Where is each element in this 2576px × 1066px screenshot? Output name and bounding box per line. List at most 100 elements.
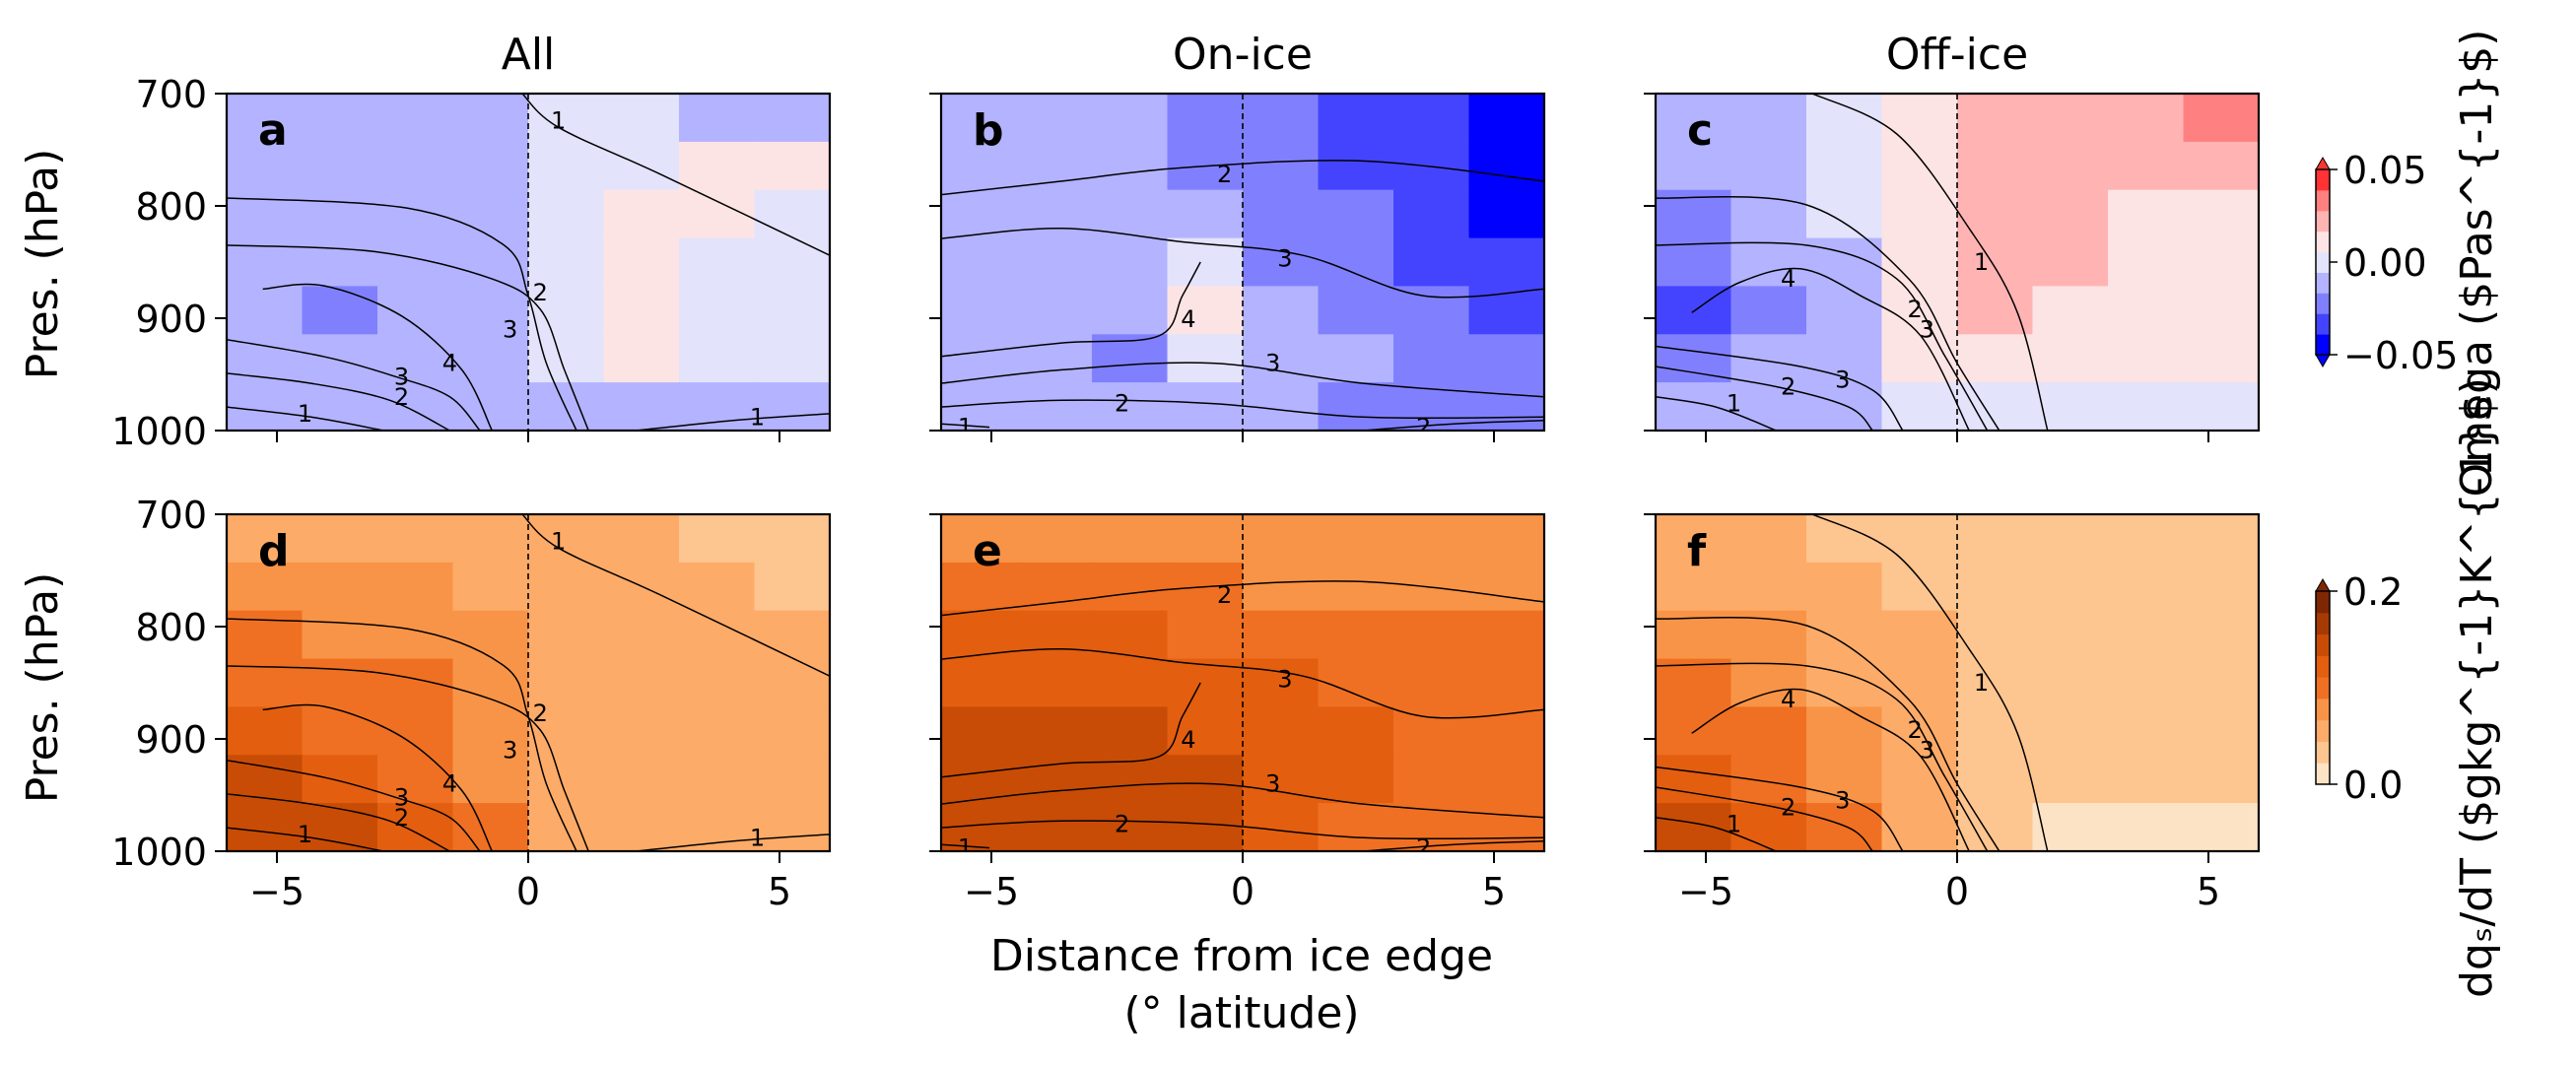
- panel-e: 2 3 4 3 2 2 1 e −5 0 5: [929, 512, 1546, 913]
- contour-line: [637, 833, 830, 851]
- heatmap-cell: [227, 803, 304, 851]
- colorbar-swatch: [2316, 763, 2330, 785]
- heatmap-cell: [603, 514, 680, 564]
- heatmap-cell: [679, 237, 756, 288]
- x-tick-label: 5: [768, 870, 791, 913]
- heatmap-cell: [2032, 141, 2109, 191]
- contour-line: [521, 514, 830, 677]
- heatmap-cell: [1730, 562, 1807, 612]
- heatmap-cell: [1806, 562, 1883, 612]
- heatmap-cell: [2183, 803, 2259, 851]
- heatmap-cell: [528, 94, 605, 143]
- contour-label: 3: [1265, 770, 1280, 798]
- contour-line: [262, 703, 493, 851]
- y-tick-label: 900: [135, 718, 207, 762]
- contour-line: [941, 682, 1201, 778]
- heatmap-cell: [603, 94, 680, 143]
- heatmap-cell: [1881, 610, 1958, 660]
- colorbar-swatch: [2316, 231, 2330, 253]
- heatmap-cell: [528, 514, 605, 564]
- contour-line: [227, 793, 450, 851]
- heatmap-cell: [302, 334, 378, 384]
- heatmap-cell: [1393, 237, 1470, 288]
- heatmap-cell: [1092, 382, 1169, 431]
- heatmap-cell: [1393, 334, 1470, 384]
- contour-line: [941, 261, 1201, 358]
- contour-line: [941, 580, 1544, 617]
- heatmap-cell: [679, 706, 756, 757]
- heatmap-cell: [1730, 334, 1807, 384]
- heatmap-cell: [452, 382, 529, 431]
- heatmap-cell: [528, 658, 605, 708]
- heatmap-cell: [1092, 803, 1169, 851]
- heatmap-cell: [2032, 514, 2109, 564]
- heatmap-cell: [2032, 334, 2109, 384]
- y-tick-label: 800: [135, 185, 207, 229]
- heatmap-cell: [1730, 94, 1807, 143]
- contour-line: [1691, 688, 1970, 851]
- heatmap-cell: [1881, 658, 1958, 708]
- heatmap-cell: [452, 237, 529, 288]
- contour-label: 2: [1115, 390, 1129, 418]
- heatmap-cell: [452, 94, 529, 143]
- heatmap-cell: [1393, 286, 1470, 336]
- heatmap-cell: [941, 658, 1018, 708]
- heatmap-cell: [2032, 286, 2109, 336]
- heatmap-cell: [1167, 286, 1244, 336]
- heatmap-cell: [1656, 382, 1732, 431]
- heatmap-cell: [603, 610, 680, 660]
- heatmap-cell: [1393, 706, 1470, 757]
- heatmap-cell: [1318, 334, 1394, 384]
- contour-line: [227, 338, 481, 431]
- contour-line: [1691, 267, 1970, 431]
- x-tick-label: −5: [1678, 870, 1733, 913]
- heatmap-cell: [1092, 237, 1169, 288]
- contour-line: [1811, 514, 2049, 851]
- y-axis-label-top: Pres. (hPa): [18, 149, 68, 380]
- heatmap-cell: [1318, 189, 1394, 239]
- heatmap-cell: [1957, 189, 2034, 239]
- contour-label: 1: [1727, 811, 1741, 838]
- contour-line: [941, 782, 1544, 819]
- heatmap-cell: [1656, 803, 1732, 851]
- heatmap-cell: [1806, 189, 1883, 239]
- heatmap-cell: [1730, 658, 1807, 708]
- heatmap-cell: [1016, 237, 1093, 288]
- heatmap-cell: [1393, 755, 1470, 805]
- heatmap-cell: [452, 610, 529, 660]
- heatmap-cell: [1243, 514, 1320, 564]
- heatmap-cell: [1730, 755, 1807, 805]
- heatmap-cell: [2108, 382, 2185, 431]
- heatmap-cell: [603, 658, 680, 708]
- heatmap-cell: [2108, 237, 2185, 288]
- heatmap-cell: [679, 189, 756, 239]
- y-tick-label: 700: [135, 73, 207, 116]
- heatmap-cell: [2032, 610, 2109, 660]
- colorbar-swatch: [2316, 698, 2330, 721]
- heatmap-cell: [227, 562, 304, 612]
- contour-label: 3: [1920, 736, 1934, 764]
- heatmap-cell: [1656, 237, 1732, 288]
- contour-label: 3: [1835, 366, 1850, 394]
- contour-label: 1: [551, 527, 566, 555]
- contour-label: 1: [298, 821, 312, 848]
- heatmap-cell: [1957, 803, 2034, 851]
- contour-label: 4: [1181, 726, 1195, 754]
- contour-line: [227, 372, 450, 431]
- contour-label: 1: [298, 400, 312, 428]
- contour-label: 1: [750, 403, 765, 431]
- x-tick-label: 0: [516, 870, 540, 913]
- heatmap-cell: [1730, 237, 1807, 288]
- heatmap-cell: [2032, 755, 2109, 805]
- colorbar-swatch: [2316, 655, 2330, 678]
- heatmap-cell: [1318, 755, 1394, 805]
- heatmap-cell: [227, 610, 304, 660]
- colorbar-swatch: [2316, 719, 2330, 742]
- heatmap-cell: [603, 382, 680, 431]
- x-tick-label: 0: [1231, 870, 1254, 913]
- heatmap-cell: [754, 141, 830, 191]
- heatmap-cell: [2183, 755, 2259, 805]
- contour-line: [227, 665, 589, 851]
- heatmap-cell: [1318, 94, 1394, 143]
